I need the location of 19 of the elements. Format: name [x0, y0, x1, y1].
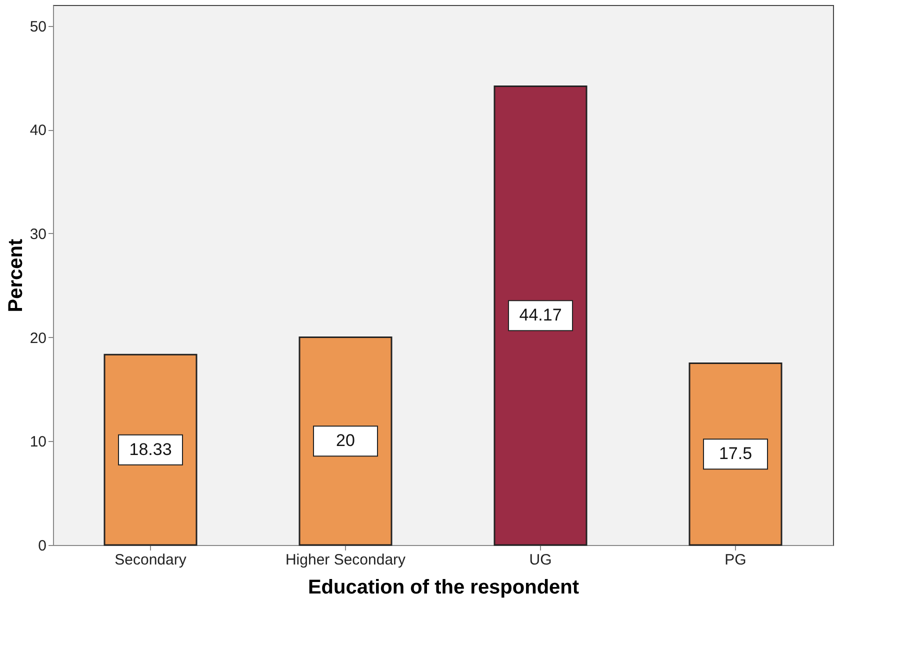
data-label: 44.17	[519, 306, 562, 325]
x-tick-label: Higher Secondary	[285, 552, 406, 568]
bar	[688, 362, 782, 546]
y-tick-label: 10	[30, 434, 46, 451]
y-tick-label: 40	[30, 122, 46, 140]
data-label: 20	[336, 431, 355, 450]
bar	[494, 86, 588, 546]
x-axis-title: Education of the respondent	[308, 576, 580, 598]
y-tick-label: 20	[30, 330, 46, 347]
y-tick-label: 0	[38, 538, 46, 554]
y-tick-label: 30	[30, 226, 46, 243]
x-tick-label: PG	[724, 552, 746, 568]
bar	[104, 354, 198, 546]
x-tick-label: Secondary	[114, 552, 187, 568]
data-label: 17.5	[718, 444, 752, 464]
x-tick-label: UG	[529, 552, 552, 568]
y-tick-label: 50	[30, 18, 46, 36]
y-axis-title: Percent	[4, 238, 27, 312]
data-label: 18.33	[129, 440, 172, 459]
